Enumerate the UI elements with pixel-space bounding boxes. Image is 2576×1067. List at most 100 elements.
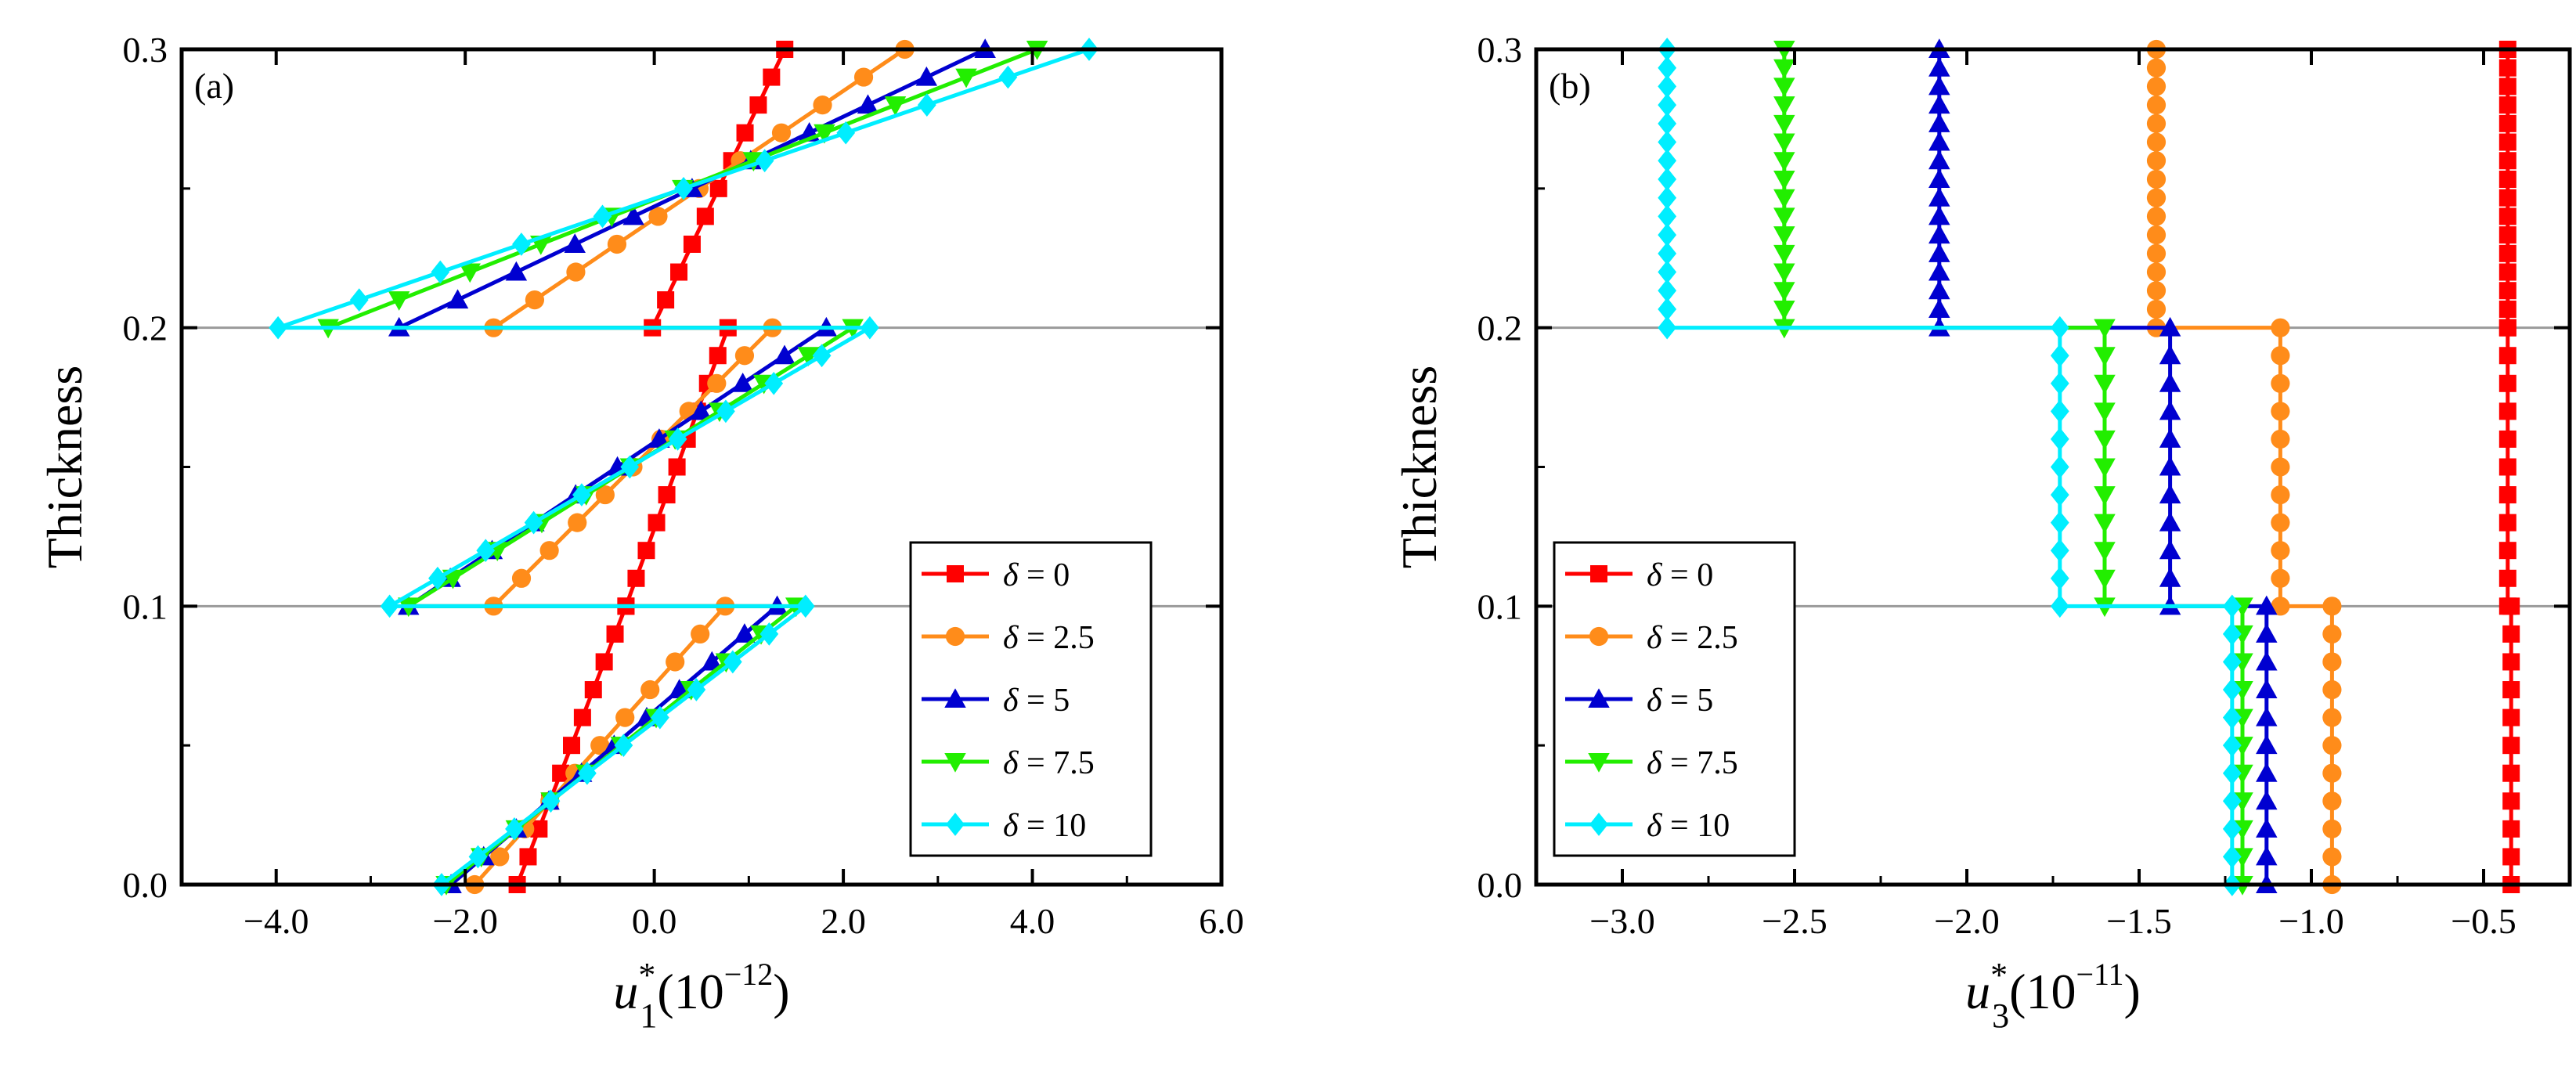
panel-label: (b) — [1549, 66, 1591, 106]
legend: δ = 0δ = 2.5δ = 5δ = 7.5δ = 10 — [1553, 541, 1796, 857]
legend-symbol: δ — [1647, 745, 1663, 781]
data-point — [584, 681, 602, 699]
data-point — [884, 96, 907, 116]
data-point — [2502, 848, 2520, 866]
data-point — [915, 66, 938, 86]
x-tick-label: −3.0 — [1589, 901, 1654, 941]
legend-swatch-marker — [947, 565, 964, 582]
data-point — [1928, 298, 1950, 318]
data-point — [690, 400, 713, 420]
data-point — [716, 399, 735, 424]
data-point — [511, 568, 532, 588]
legend-item: δ = 7.5 — [922, 745, 1095, 781]
data-point — [857, 94, 879, 114]
legend: δ = 0δ = 2.5δ = 5δ = 7.5δ = 10 — [909, 541, 1153, 857]
x-tick-label: −1.5 — [2106, 901, 2171, 941]
series-2 — [465, 39, 915, 895]
data-point — [1658, 297, 1677, 321]
data-point — [2502, 653, 2520, 671]
data-point — [2050, 594, 2069, 618]
data-point — [1773, 226, 1795, 246]
x-tick-label: 2.0 — [821, 901, 866, 941]
data-point — [595, 485, 615, 505]
data-point — [1658, 111, 1677, 135]
data-point — [2159, 456, 2181, 476]
data-point — [622, 205, 644, 225]
data-point — [2159, 568, 2181, 587]
legend-swatch-marker — [945, 626, 965, 647]
data-point — [2502, 820, 2520, 838]
legend-value: = 5 — [1019, 683, 1070, 719]
data-point — [269, 315, 288, 340]
y-tick-label: 0.2 — [123, 308, 168, 348]
data-point — [1658, 186, 1677, 210]
data-point — [687, 678, 706, 701]
data-point — [505, 817, 524, 841]
data-point — [1773, 133, 1795, 153]
y-tick-label: 0.0 — [1477, 865, 1523, 905]
legend-label: δ = 2.5 — [1003, 620, 1095, 656]
x-axis-sup: * — [638, 956, 655, 994]
data-point — [860, 315, 879, 340]
x-tick-label: −0.5 — [2451, 901, 2516, 941]
legend-label: δ = 5 — [1647, 683, 1713, 719]
data-point — [2050, 539, 2069, 563]
data-point — [525, 290, 545, 310]
data-point — [2146, 132, 2167, 152]
legend-symbol: δ — [1003, 745, 1019, 781]
data-point — [2146, 262, 2167, 282]
data-point — [2271, 318, 2290, 337]
data-point — [2146, 114, 2167, 133]
data-point — [1658, 168, 1677, 191]
data-point — [1928, 243, 1950, 262]
x-tick-label: 4.0 — [1010, 901, 1055, 941]
series-5 — [1658, 38, 2242, 896]
data-point — [428, 566, 447, 590]
data-point — [2222, 594, 2242, 618]
legend-item: δ = 2.5 — [922, 620, 1095, 656]
data-point — [1928, 94, 1950, 114]
data-point — [2498, 319, 2516, 337]
legend-swatch-marker — [946, 813, 965, 836]
legend-label: δ = 5 — [1003, 683, 1070, 719]
data-point — [2322, 847, 2342, 867]
data-point — [2322, 763, 2342, 783]
data-point — [476, 539, 496, 563]
data-point — [2322, 708, 2342, 727]
data-point — [955, 68, 977, 88]
x-axis-title: u* 3(10−11) — [1965, 956, 2141, 1035]
data-point — [1928, 186, 1950, 207]
data-point — [2050, 344, 2069, 368]
data-point — [2146, 281, 2167, 301]
data-point — [1928, 75, 1950, 96]
data-point — [763, 68, 781, 86]
panel-a-chart: −4.0 −2.0 0.0 2.0 4.0 6.0 0.0 0.1 0.2 0.3 (a) Thick… — [37, 30, 1244, 1035]
data-point — [2271, 485, 2290, 505]
data-point — [1773, 170, 1795, 190]
data-point — [2498, 263, 2516, 281]
legend-value: = 7.5 — [1662, 745, 1738, 781]
data-point — [2498, 300, 2516, 318]
data-point — [2502, 681, 2520, 699]
legend-item: δ = 5 — [922, 683, 1070, 719]
y-tick-label: 0.1 — [1477, 586, 1523, 626]
data-point — [2322, 819, 2342, 838]
data-point — [998, 65, 1018, 89]
data-point — [2050, 371, 2069, 395]
y-tick-label: 0.3 — [1477, 30, 1523, 70]
data-point — [1658, 279, 1677, 303]
data-point — [1928, 279, 1950, 300]
data-point — [606, 625, 624, 643]
data-point — [2094, 319, 2116, 339]
data-point — [2271, 457, 2290, 477]
series-1 — [2498, 41, 2520, 893]
data-point — [2498, 282, 2516, 300]
data-point — [2222, 678, 2242, 701]
x-axis-sup: * — [1990, 956, 2008, 994]
data-point — [468, 845, 488, 869]
data-point — [2222, 845, 2242, 869]
data-point — [1773, 152, 1795, 172]
data-point — [917, 93, 936, 117]
data-point — [2256, 679, 2278, 699]
